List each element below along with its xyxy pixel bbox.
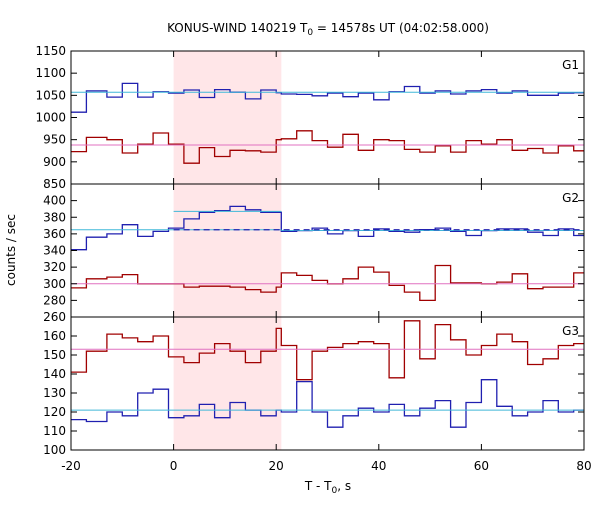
y-axis-label: counts / sec [4, 214, 18, 286]
y-tick-label: 1000 [35, 111, 66, 125]
chart-title: KONUS-WIND 140219 T0 = 14578s UT (04:02:… [167, 21, 489, 38]
y-tick-label: 110 [43, 424, 66, 438]
panel-label-g1: G1 [562, 58, 579, 72]
panel-g2: 260 280 300 320 340 360 380 400 G2 [43, 183, 585, 324]
y-tick-label: 380 [43, 210, 66, 224]
y-tick-label: 160 [43, 329, 66, 343]
series-red-step-g1 [71, 130, 584, 164]
y-tick-label: 280 [43, 293, 66, 307]
y-tick-label: 1150 [35, 44, 66, 58]
panel-frame-g2 [70, 183, 585, 318]
series-blue-step-g3 [71, 379, 584, 428]
x-tick-label: 40 [371, 459, 386, 473]
y-tick-label: 320 [43, 260, 66, 274]
y-tick-label: 150 [43, 348, 66, 362]
panel-label-g3: G3 [562, 324, 579, 338]
y-tick-label: 100 [43, 443, 66, 457]
y-tick-label: 900 [43, 155, 66, 169]
series-blue-step-g1 [71, 82, 584, 113]
panel-frame-g3 [70, 316, 585, 451]
series-red-step-g2 [71, 264, 584, 302]
y-tick-label: 1100 [35, 66, 66, 80]
y-tick-label: 140 [43, 367, 66, 381]
panel-g1: 850 900 950 1000 1050 1100 1150 G1 [35, 44, 585, 191]
x-tick-label: 80 [576, 459, 591, 473]
x-tick-label: 20 [269, 459, 284, 473]
series-blue-step-g2 [71, 205, 584, 251]
x-tick-label: 0 [170, 459, 178, 473]
y-tick-label: 340 [43, 244, 66, 258]
x-tick-label: 60 [474, 459, 489, 473]
y-tick-label: 130 [43, 386, 66, 400]
y-tick-label: 1050 [35, 88, 66, 102]
panel-frame-g1 [70, 50, 585, 185]
plot-layer: 8509009501000105011001150G12602803003203… [35, 44, 591, 473]
y-tick-label: 300 [43, 277, 66, 291]
x-tick-label: -20 [61, 459, 81, 473]
y-tick-label: 850 [43, 177, 66, 191]
y-tick-label: 360 [43, 227, 66, 241]
y-tick-label: 950 [43, 133, 66, 147]
x-axis-label: T - T0, s [304, 479, 351, 496]
shaded-interval [173, 51, 282, 450]
y-tick-label: 120 [43, 405, 66, 419]
y-tick-label: 260 [43, 310, 66, 324]
series-red-step-g3 [71, 320, 584, 381]
y-tick-label: 400 [43, 194, 66, 208]
panel-label-g2: G2 [562, 191, 579, 205]
panel-g3: 100 110 120 130 140 150 160 G3 [43, 316, 585, 457]
